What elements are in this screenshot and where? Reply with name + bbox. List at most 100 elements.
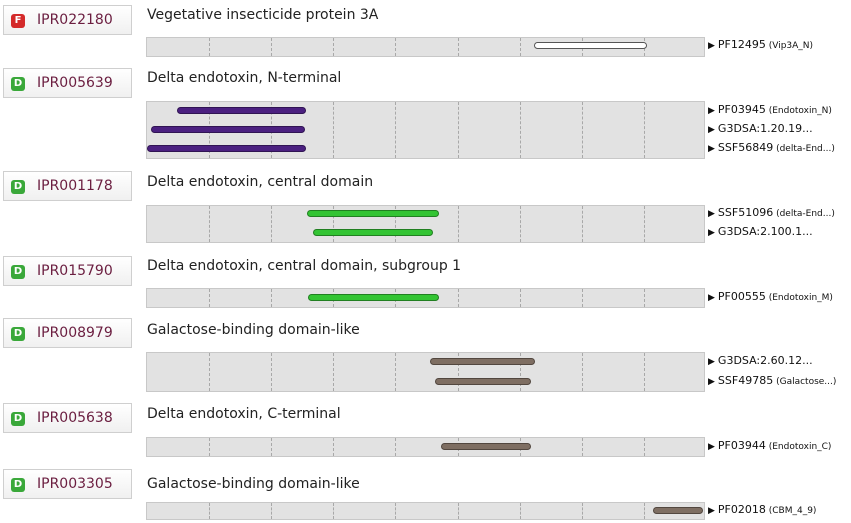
- match-bar[interactable]: [308, 294, 439, 301]
- signature-label[interactable]: ▶ G3DSA:2.100.1...: [708, 225, 813, 238]
- grid-line: [644, 503, 645, 519]
- grid-line: [458, 503, 459, 519]
- entry-type-badge: D: [11, 265, 25, 279]
- entry-id-link[interactable]: IPR005638: [37, 410, 113, 426]
- grid-line: [271, 353, 272, 391]
- arrow-right-icon: ▶: [708, 144, 715, 154]
- grid-line: [458, 102, 459, 158]
- signature-id: G3DSA:2.60.12...: [717, 354, 813, 367]
- match-track: [146, 101, 705, 159]
- grid-line: [209, 503, 210, 519]
- grid-line: [644, 289, 645, 307]
- signature-desc: (Endotoxin_N): [765, 106, 832, 116]
- entry-id-link[interactable]: IPR003305: [37, 476, 113, 492]
- grid-line: [582, 438, 583, 456]
- signature-label[interactable]: ▶ PF12495 (Vip3A_N): [708, 38, 813, 51]
- signature-label[interactable]: ▶ PF02018 (CBM_4_9): [708, 503, 816, 516]
- signature-desc: (CBM_4_9): [765, 506, 817, 516]
- signature-label[interactable]: ▶ SSF56849 (delta-End...): [708, 141, 835, 154]
- match-bar[interactable]: [653, 507, 703, 514]
- grid-line: [271, 206, 272, 242]
- grid-line: [209, 353, 210, 391]
- match-bar[interactable]: [441, 443, 531, 450]
- entry-type-badge: D: [11, 478, 25, 492]
- arrow-right-icon: ▶: [708, 106, 715, 116]
- signature-label[interactable]: ▶ PF03945 (Endotoxin_N): [708, 103, 832, 116]
- signature-id: SSF56849: [717, 141, 774, 154]
- grid-line: [271, 38, 272, 56]
- arrow-right-icon: ▶: [708, 377, 715, 387]
- signature-label[interactable]: ▶ PF03944 (Endotoxin_C): [708, 439, 831, 452]
- match-bar[interactable]: [534, 42, 647, 49]
- grid-line: [209, 438, 210, 456]
- match-track: [146, 437, 705, 457]
- arrow-right-icon: ▶: [708, 442, 715, 452]
- signature-id: PF03945: [717, 103, 766, 116]
- match-bar[interactable]: [313, 229, 433, 236]
- grid-line: [520, 503, 521, 519]
- grid-line: [333, 503, 334, 519]
- grid-line: [582, 353, 583, 391]
- entry-id-box[interactable]: D IPR003305: [3, 469, 132, 499]
- grid-line: [458, 353, 459, 391]
- grid-line: [271, 503, 272, 519]
- grid-line: [395, 438, 396, 456]
- match-bar[interactable]: [151, 126, 305, 133]
- grid-line: [582, 503, 583, 519]
- entry-type-badge: D: [11, 412, 25, 426]
- match-bar[interactable]: [430, 358, 535, 365]
- grid-line: [333, 206, 334, 242]
- grid-line: [644, 102, 645, 158]
- match-track: [146, 502, 705, 520]
- match-track: [146, 37, 705, 57]
- grid-line: [644, 353, 645, 391]
- entry-name: Delta endotoxin, central domain: [147, 174, 374, 190]
- grid-line: [458, 38, 459, 56]
- grid-line: [458, 206, 459, 242]
- entry-id-box[interactable]: D IPR008979: [3, 318, 132, 348]
- match-bar[interactable]: [307, 210, 439, 217]
- signature-id: PF02018: [717, 503, 766, 516]
- match-bar[interactable]: [435, 378, 531, 385]
- signature-label[interactable]: ▶ G3DSA:2.60.12...: [708, 354, 813, 367]
- entry-id-link[interactable]: IPR005639: [37, 75, 113, 91]
- entry-id-link[interactable]: IPR022180: [37, 12, 113, 28]
- entry-id-box[interactable]: D IPR015790: [3, 256, 132, 286]
- match-bar[interactable]: [147, 145, 306, 152]
- signature-label[interactable]: ▶ SSF51096 (delta-End...): [708, 206, 835, 219]
- entry-type-badge: F: [11, 14, 25, 28]
- grid-line: [209, 289, 210, 307]
- grid-line: [395, 503, 396, 519]
- grid-line: [520, 38, 521, 56]
- signature-label[interactable]: ▶ PF00555 (Endotoxin_M): [708, 290, 833, 303]
- signature-id: G3DSA:2.100.1...: [717, 225, 813, 238]
- entry-id-link[interactable]: IPR001178: [37, 178, 113, 194]
- signature-id: PF12495: [717, 38, 766, 51]
- grid-line: [458, 289, 459, 307]
- entry-type-badge: D: [11, 327, 25, 341]
- signature-desc: (delta-End...): [773, 144, 835, 154]
- arrow-right-icon: ▶: [708, 125, 715, 135]
- entry-id-box[interactable]: D IPR001178: [3, 171, 132, 201]
- entry-name: Delta endotoxin, C-terminal: [147, 406, 341, 422]
- signature-desc: (delta-End...): [773, 209, 835, 219]
- grid-line: [582, 206, 583, 242]
- entry-id-box[interactable]: D IPR005639: [3, 68, 132, 98]
- grid-line: [333, 38, 334, 56]
- arrow-right-icon: ▶: [708, 357, 715, 367]
- signature-label[interactable]: ▶ SSF49785 (Galactose...): [708, 374, 836, 387]
- entry-name: Vegetative insecticide protein 3A: [147, 7, 379, 23]
- signature-desc: (Endotoxin_C): [765, 442, 832, 452]
- entry-id-box[interactable]: D IPR005638: [3, 403, 132, 433]
- signature-label[interactable]: ▶ G3DSA:1.20.19...: [708, 122, 813, 135]
- entry-id-link[interactable]: IPR015790: [37, 263, 113, 279]
- grid-line: [395, 102, 396, 158]
- entry-id-box[interactable]: F IPR022180: [3, 5, 132, 35]
- entry-id-link[interactable]: IPR008979: [37, 325, 113, 341]
- signature-desc: (Vip3A_N): [765, 41, 814, 51]
- arrow-right-icon: ▶: [708, 228, 715, 238]
- signature-id: SSF49785: [717, 374, 774, 387]
- match-bar[interactable]: [177, 107, 306, 114]
- match-track: [146, 205, 705, 243]
- grid-line: [520, 289, 521, 307]
